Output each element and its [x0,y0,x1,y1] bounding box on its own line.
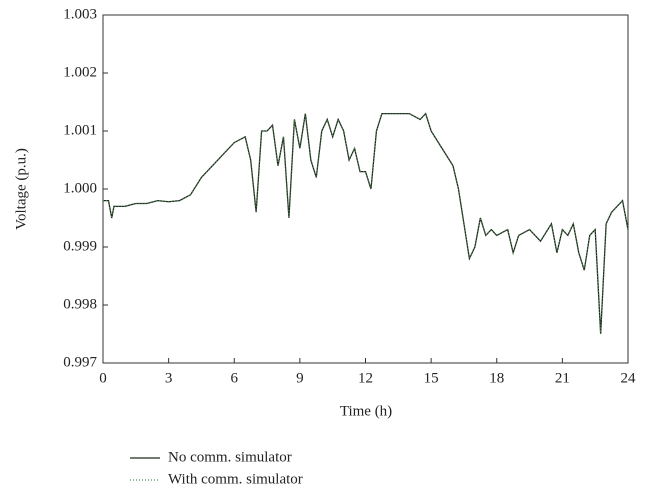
x-tick-label: 6 [231,370,239,386]
y-tick-label: 0.997 [63,354,97,370]
plot-frame [102,14,629,364]
x-tick-label: 12 [358,370,373,386]
y-tick-label: 0.999 [63,238,97,254]
x-tick-label: 21 [555,370,570,386]
y-tick-label: 1.003 [63,6,97,22]
legend-label: No comm. simulator [168,449,292,465]
x-tick-label: 0 [99,370,107,386]
x-tick-label: 9 [296,370,304,386]
y-tick-label: 1.001 [63,122,97,138]
legend-label: With comm. simulator [168,471,303,487]
y-tick-label: 1.000 [63,180,97,196]
series-line [103,112,629,335]
y-tick-label: 1.002 [63,64,97,80]
x-tick-label: 3 [165,370,173,386]
x-axis-label: Time (h) [340,403,392,419]
series-line [103,112,629,335]
y-tick-label: 0.998 [63,296,97,312]
x-tick-label: 18 [489,370,504,386]
y-axis-label: Voltage (p.u.) [13,148,29,230]
x-tick-label: 24 [621,370,637,386]
x-tick-label: 15 [424,370,439,386]
